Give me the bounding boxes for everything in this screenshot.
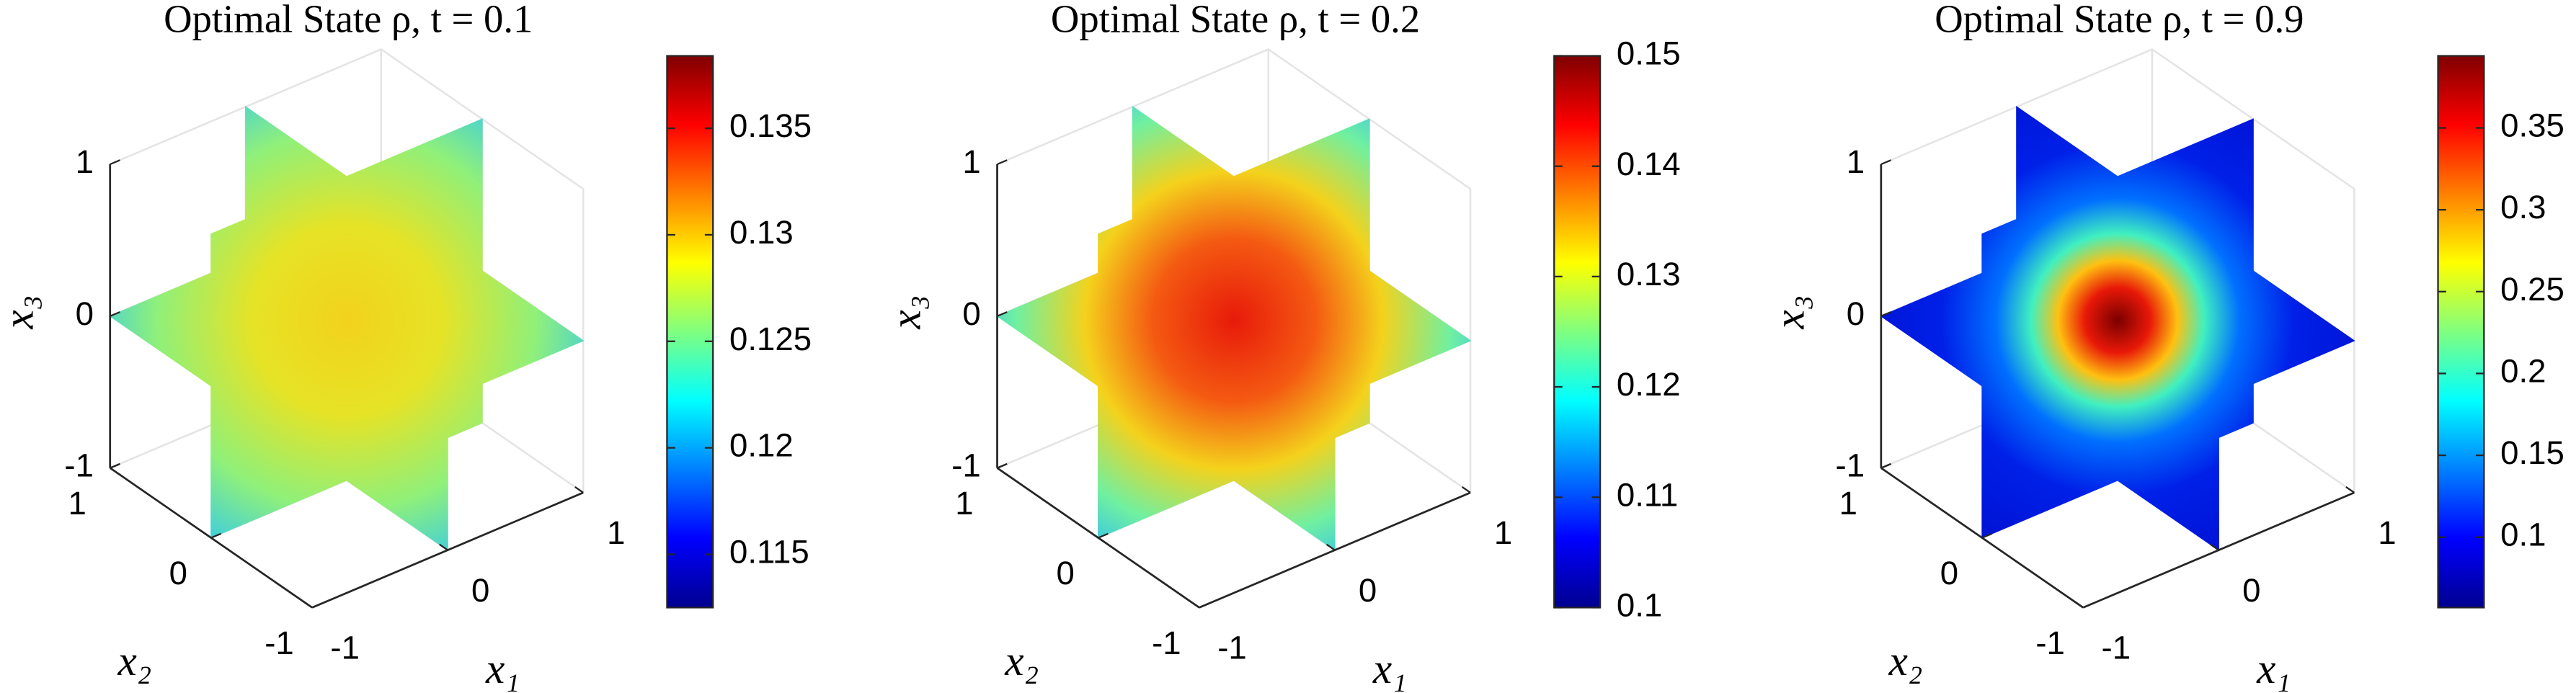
tick-mark bbox=[574, 486, 584, 493]
tick-mark bbox=[1325, 543, 1336, 551]
z-tick-label: 1 bbox=[76, 143, 94, 180]
x-tick-label: -1 bbox=[1217, 630, 1247, 666]
y-tick-label: 0 bbox=[1056, 555, 1074, 591]
y-tick-label: -1 bbox=[1152, 625, 1181, 661]
z-axis-label: x₃ bbox=[881, 295, 929, 330]
slice-face bbox=[1098, 176, 1235, 387]
y-axis-label: x₂ bbox=[1004, 637, 1039, 684]
tick-mark bbox=[1880, 462, 1891, 469]
tick-mark bbox=[303, 601, 313, 609]
z-tick-label: 1 bbox=[962, 143, 980, 180]
tick-mark bbox=[2082, 602, 2094, 609]
z-tick-label: -1 bbox=[951, 447, 981, 484]
tick-mark bbox=[2074, 601, 2084, 609]
z-tick-label: -1 bbox=[1836, 447, 1865, 484]
chart-title: Optimal State ρ, t = 0.2 bbox=[1051, 0, 1420, 41]
y-tick-label: 0 bbox=[1940, 555, 1958, 591]
x-tick-label: 0 bbox=[471, 572, 489, 609]
colorbar-tick-label: 0.13 bbox=[1617, 256, 1681, 292]
colorbar bbox=[2437, 55, 2485, 609]
chart-panel: Optimal State ρ, t = 0.2-101-101-101x₁x₂… bbox=[881, 0, 1680, 692]
colorbar-tick-label: 0.11 bbox=[1617, 476, 1678, 513]
y-tick-label: -1 bbox=[265, 625, 294, 661]
x-axis-label: x₁ bbox=[2256, 645, 2291, 692]
tick-mark bbox=[997, 311, 1008, 317]
z-tick-label: 1 bbox=[1847, 143, 1865, 180]
colorbar-tick-label: 0.1 bbox=[1617, 586, 1662, 623]
z-tick-label: 0 bbox=[76, 295, 94, 332]
tick-mark bbox=[997, 462, 1008, 469]
x-tick-label: 0 bbox=[1359, 572, 1377, 609]
x-tick-label: 0 bbox=[2242, 572, 2260, 609]
z-axis-label: x₃ bbox=[1766, 295, 1813, 330]
x-axis-label: x₁ bbox=[485, 645, 520, 692]
tick-mark bbox=[1880, 311, 1891, 317]
y-tick-label: -1 bbox=[2035, 625, 2065, 661]
z-tick-label: 0 bbox=[962, 295, 980, 332]
y-tick-label: 0 bbox=[169, 555, 187, 591]
colorbar bbox=[666, 55, 714, 609]
colorbar-tick-label: 0.3 bbox=[2500, 189, 2546, 225]
tick-mark bbox=[1880, 159, 1891, 166]
tick-mark bbox=[997, 159, 1008, 166]
colorbar-tick-label: 0.15 bbox=[2500, 434, 2564, 471]
chart-title: Optimal State ρ, t = 0.9 bbox=[1935, 0, 2304, 41]
chart-title: Optimal State ρ, t = 0.1 bbox=[164, 0, 533, 41]
colorbar-tick-label: 0.1 bbox=[2500, 517, 2546, 553]
z-tick-label: -1 bbox=[64, 447, 94, 484]
y-axis-label: x₂ bbox=[117, 637, 151, 684]
y-axis-label: x₂ bbox=[1888, 637, 1923, 684]
colorbar-tick-label: 0.25 bbox=[2500, 271, 2564, 308]
colorbar-tick-label: 0.13 bbox=[729, 214, 794, 251]
colorbar-tick-label: 0.2 bbox=[2500, 352, 2546, 389]
tick-mark bbox=[1981, 532, 1993, 539]
tick-mark bbox=[2345, 486, 2355, 493]
slice-face bbox=[1981, 176, 2118, 387]
colorbar-tick-label: 0.135 bbox=[729, 107, 812, 144]
colorbar bbox=[1553, 55, 1602, 609]
tick-mark bbox=[1190, 601, 1200, 609]
y-tick-label: 1 bbox=[1839, 485, 1857, 522]
grid-line bbox=[110, 48, 584, 190]
tick-mark bbox=[1461, 486, 1471, 493]
colorbar-tick-label: 0.14 bbox=[1617, 146, 1681, 182]
colorbar-tick-label: 0.115 bbox=[729, 534, 809, 571]
colorbar-tick-label: 0.12 bbox=[729, 427, 794, 464]
tick-mark bbox=[2210, 543, 2219, 551]
slice-face bbox=[210, 176, 347, 387]
colorbar-tick-label: 0.12 bbox=[1617, 366, 1681, 403]
tick-mark bbox=[1098, 532, 1109, 539]
y-tick-label: 1 bbox=[955, 485, 973, 522]
colorbar-tick-label: 0.125 bbox=[729, 321, 812, 357]
tick-mark bbox=[110, 462, 120, 469]
x-tick-label: 1 bbox=[1494, 514, 1512, 551]
x-tick-label: -1 bbox=[2102, 630, 2131, 666]
grid-line bbox=[997, 48, 1471, 190]
tick-mark bbox=[311, 602, 323, 609]
colorbar-tick-label: 0.35 bbox=[2500, 107, 2564, 144]
colorbar-tick-label: 0.15 bbox=[1617, 35, 1681, 72]
z-axis-label: x₃ bbox=[0, 295, 43, 330]
y-tick-label: 1 bbox=[68, 485, 86, 522]
x-tick-label: 1 bbox=[607, 514, 625, 551]
x-tick-label: 1 bbox=[2378, 514, 2396, 551]
x-tick-label: -1 bbox=[330, 630, 360, 666]
tick-mark bbox=[110, 159, 120, 166]
chart-panel: Optimal State ρ, t = 0.9-101-101-101x₁x₂… bbox=[1766, 0, 2564, 692]
z-tick-label: 0 bbox=[1847, 295, 1865, 332]
tick-mark bbox=[1199, 602, 1210, 609]
chart-panel: Optimal State ρ, t = 0.1-101-101-101x₁x₂… bbox=[0, 0, 812, 692]
tick-mark bbox=[210, 532, 222, 539]
tick-mark bbox=[110, 311, 120, 317]
tick-mark bbox=[439, 543, 448, 551]
x-axis-label: x₁ bbox=[1372, 645, 1407, 692]
grid-line bbox=[1880, 48, 2355, 190]
